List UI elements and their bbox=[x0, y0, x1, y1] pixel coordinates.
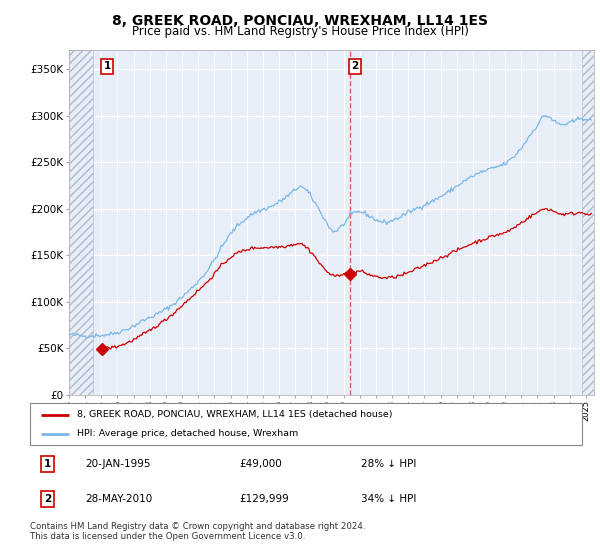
Text: 28-MAY-2010: 28-MAY-2010 bbox=[85, 494, 152, 504]
Text: 28% ↓ HPI: 28% ↓ HPI bbox=[361, 459, 416, 469]
Text: 20-JAN-1995: 20-JAN-1995 bbox=[85, 459, 151, 469]
Bar bbox=[69, 50, 93, 395]
Text: 1: 1 bbox=[44, 459, 51, 469]
Text: £129,999: £129,999 bbox=[240, 494, 290, 504]
Text: 34% ↓ HPI: 34% ↓ HPI bbox=[361, 494, 416, 504]
Text: 8, GREEK ROAD, PONCIAU, WREXHAM, LL14 1ES (detached house): 8, GREEK ROAD, PONCIAU, WREXHAM, LL14 1E… bbox=[77, 410, 392, 419]
Text: 2: 2 bbox=[44, 494, 51, 504]
Bar bbox=[582, 50, 594, 395]
Text: 2: 2 bbox=[351, 61, 359, 71]
Text: 1: 1 bbox=[103, 61, 110, 71]
Text: HPI: Average price, detached house, Wrexham: HPI: Average price, detached house, Wrex… bbox=[77, 430, 298, 438]
FancyBboxPatch shape bbox=[30, 403, 582, 445]
Text: 8, GREEK ROAD, PONCIAU, WREXHAM, LL14 1ES: 8, GREEK ROAD, PONCIAU, WREXHAM, LL14 1E… bbox=[112, 14, 488, 28]
Text: Contains HM Land Registry data © Crown copyright and database right 2024.
This d: Contains HM Land Registry data © Crown c… bbox=[30, 522, 365, 542]
Text: Price paid vs. HM Land Registry's House Price Index (HPI): Price paid vs. HM Land Registry's House … bbox=[131, 25, 469, 38]
Text: £49,000: £49,000 bbox=[240, 459, 283, 469]
